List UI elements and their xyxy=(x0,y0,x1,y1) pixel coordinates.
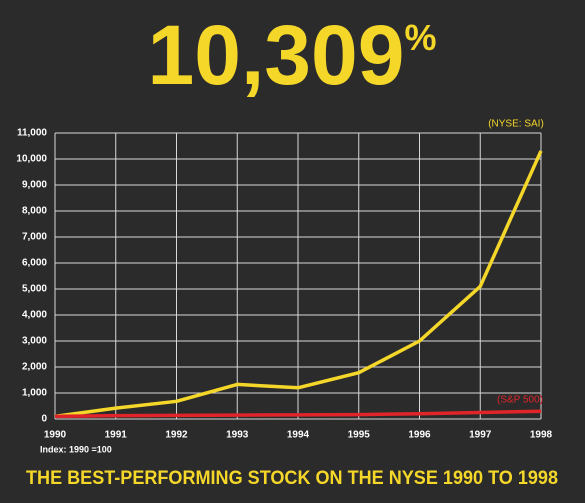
y-tick-label: 7,000 xyxy=(22,232,47,243)
x-tick-label: 1996 xyxy=(408,430,431,441)
headline-number: 10,309 xyxy=(148,8,405,102)
series-label: (NYSE: SAI) xyxy=(488,119,544,130)
x-tick-label: 1992 xyxy=(165,430,188,441)
index-note: Index: 1990 =100 xyxy=(40,444,112,454)
series-line xyxy=(54,409,542,419)
series-line xyxy=(54,150,543,419)
y-tick-label: 11,000 xyxy=(17,128,47,139)
x-tick-label: 1995 xyxy=(348,430,371,441)
y-tick-label: 8,000 xyxy=(22,206,47,217)
x-tick-label: 1991 xyxy=(105,430,128,441)
y-tick-label: 6,000 xyxy=(22,258,47,269)
y-tick-label: 3,000 xyxy=(22,336,47,347)
chart-title: THE BEST-PERFORMING STOCK ON THE NYSE 19… xyxy=(26,468,558,489)
y-tick-label: 5,000 xyxy=(22,284,47,295)
x-tick-label: 1998 xyxy=(530,430,553,441)
x-tick-label: 1990 xyxy=(44,430,67,441)
series-label: (S&P 500) xyxy=(497,395,543,406)
y-tick-label: 9,000 xyxy=(22,180,47,191)
x-tick-label: 1993 xyxy=(226,430,249,441)
y-tick-label: 10,000 xyxy=(16,154,47,165)
x-tick-label: 1997 xyxy=(469,430,492,441)
headline-unit: % xyxy=(404,17,436,58)
y-tick-label: 2,000 xyxy=(22,362,47,373)
y-tick-label: 4,000 xyxy=(22,310,47,321)
y-tick-label: 1,000 xyxy=(22,388,47,399)
x-tick-label: 1994 xyxy=(287,430,310,441)
y-tick-label: 0 xyxy=(41,414,47,425)
headline: 10,309% xyxy=(148,8,437,102)
